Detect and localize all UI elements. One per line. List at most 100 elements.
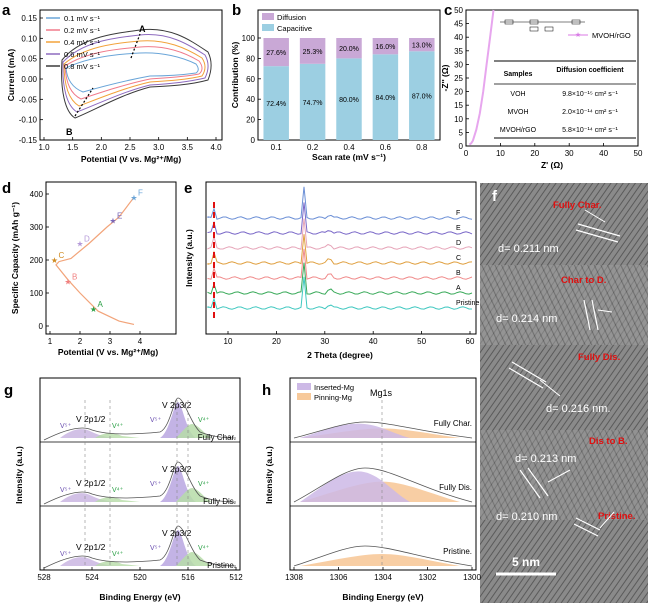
- table-row-2-value: 2.0×10⁻¹⁴ cm² s⁻¹: [562, 109, 618, 116]
- panel-d-y-tick-label: 300: [30, 223, 44, 232]
- panel-a-y-tick-label: 0.00: [21, 75, 37, 84]
- panel-b-y-tick-label: 40: [246, 95, 255, 104]
- hrtem-image: [480, 183, 648, 603]
- capacity-point-marker: ★: [109, 216, 116, 225]
- v2p-envelope: [43, 525, 237, 569]
- panel-b-y-tick-label: 60: [246, 75, 255, 84]
- panel-b-bars: 72.4% 27.6% 0.1 74.7% 25.3% 0.2 80.0% 20.0% 0.4 8…: [263, 38, 435, 152]
- v5-2p12-fill: [60, 493, 120, 502]
- bar-diffusion-label: 25.3%: [303, 49, 323, 56]
- xrd-trace-label: F: [456, 210, 460, 217]
- panel-e-x-tick-label: 30: [320, 337, 329, 346]
- v5-2p12-fill: [60, 557, 120, 566]
- panel-c-x-tick-label: 50: [634, 149, 643, 158]
- panel-a-x-tick-label: 4.0: [210, 143, 222, 152]
- v2p12-label: V 2p1/2: [76, 478, 106, 488]
- mg1s-envelope: [293, 467, 473, 503]
- xps-mg1s-spectra: Fully Char. Fully Dis. Pristine.: [293, 419, 473, 567]
- panel-a-ylabel: Current (mA): [6, 49, 16, 102]
- bar-diffusion: [372, 38, 399, 55]
- capacity-point-label: D: [84, 235, 90, 244]
- table-row-1-value: 9.8×10⁻¹⁵ cm² s⁻¹: [562, 91, 618, 98]
- state-dis-to-b: Dis to B.: [589, 436, 628, 447]
- panel-c-x-tick-label: 30: [565, 149, 574, 158]
- d-spacing-5: d= 0.210 nm: [496, 511, 557, 523]
- panel-c-x-tick-label: 10: [496, 149, 505, 158]
- panel-h-xlabel: Binding Energy (eV): [342, 592, 423, 602]
- v5-label: V⁵⁺: [150, 417, 162, 424]
- v5-label: V⁵⁺: [60, 551, 72, 558]
- panel-g-xticks: 528 524 520 516 512: [37, 567, 243, 582]
- panel-a: a Current (mA) Potential (V vs. Mg²⁺/Mg)…: [2, 2, 223, 164]
- bar-diffusion: [336, 38, 362, 59]
- panel-e-x-tick-label: 40: [369, 337, 378, 346]
- diffusion-table: Samples Diffusion coefficient VOH 9.8×10…: [494, 60, 636, 139]
- legend-entry: 0.1 mV s⁻¹: [64, 14, 101, 23]
- panel-c-y-tick-label: 50: [454, 6, 463, 15]
- bar-diffusion: [263, 38, 289, 67]
- panel-g-frame: [39, 377, 241, 571]
- bar-diffusion-label: 27.6%: [266, 50, 286, 57]
- v2p12-label: V 2p1/2: [76, 542, 106, 552]
- h-state-label: Fully Char.: [434, 419, 472, 428]
- panel-b-y-tick-label: 20: [246, 116, 255, 125]
- capacity-point-label: A: [98, 300, 104, 309]
- v4-2p12-fill: [95, 433, 140, 438]
- peak-a-label: A: [139, 24, 146, 34]
- xrd-trace-label: B: [456, 270, 461, 277]
- d-spacing-2: d= 0.214 nm: [496, 313, 557, 325]
- panel-b-y-tick-label: 100: [242, 34, 256, 43]
- capacity-point-label: B: [72, 272, 77, 281]
- v4-label: V⁴⁺: [198, 417, 210, 424]
- panel-c-x-tick-label: 0: [464, 149, 469, 158]
- panel-e-xlabel: 2 Theta (degree): [307, 350, 373, 360]
- legend-capacitive: Capacitive: [277, 24, 312, 33]
- panel-e-label: e: [184, 180, 192, 197]
- panel-e-x-tick-label: 20: [272, 337, 281, 346]
- panel-h-x-tick-label: 1300: [463, 573, 481, 582]
- panel-e: e Intensity (a.u.) 2 Theta (degree) 10 20…: [184, 180, 479, 360]
- panel-d-x-tick-label: 3: [108, 337, 113, 346]
- bar-capacitive: [372, 54, 399, 140]
- panel-d-x-tick-label: 4: [138, 337, 143, 346]
- capacity-point-marker: ★: [64, 277, 71, 286]
- xrd-trace: [207, 276, 472, 310]
- table-row-3-value: 5.8×10⁻¹⁴ cm² s⁻¹: [562, 127, 618, 134]
- panel-c-y-tick-label: 15: [454, 101, 463, 110]
- panel-h-label: h: [262, 382, 271, 399]
- peak-b-label: B: [66, 127, 73, 137]
- v4-2p32-fill: [176, 424, 212, 438]
- panel-h-x-tick-label: 1306: [330, 573, 348, 582]
- panel-a-x-tick-label: 1.5: [67, 143, 79, 152]
- bar-category-label: 0.6: [380, 143, 392, 152]
- v4-label: V⁴⁺: [112, 423, 124, 430]
- panel-a-y-tick-label: -0.05: [19, 95, 38, 104]
- panel-b-ylabel: Contribution (%): [230, 42, 240, 109]
- panel-c: c -Z'' (Ω) Z' (Ω) 0 10 20 30 40 50 0 5 10 15 20 25…: [440, 2, 643, 170]
- panel-g-x-tick-label: 516: [181, 573, 195, 582]
- panel-g-ylabel: Intensity (a.u.): [14, 446, 24, 504]
- panel-b-label: b: [232, 2, 241, 19]
- v4-label: V⁴⁺: [112, 487, 124, 494]
- legend-diffusion: Diffusion: [277, 13, 306, 22]
- panel-a-yticks: -0.15 -0.10 -0.05 0.00 0.05 0.10 0.15: [19, 14, 43, 145]
- panel-g-x-tick-label: 524: [85, 573, 99, 582]
- d-spacing-4: d= 0.213 nm: [515, 453, 576, 465]
- legend-pinning-swatch: [297, 393, 311, 400]
- panel-c-y-tick-label: 0: [459, 142, 464, 151]
- panel-a-cv-curves: [61, 28, 212, 119]
- legend-capacitive-swatch: [262, 24, 274, 31]
- panel-c-label: c: [444, 2, 452, 19]
- panel-e-frame: [205, 181, 477, 335]
- v4-2p32-fill: [176, 488, 212, 502]
- xrd-trace-label: Pristine: [456, 300, 479, 307]
- panel-c-y-tick-label: 25: [454, 74, 463, 83]
- panel-a-y-tick-label: 0.10: [21, 34, 37, 43]
- v2p32-label: V 2p3/2: [162, 400, 192, 410]
- panel-b-yticks: 0 20 40 60 80 100: [242, 34, 261, 145]
- capacity-point-marker: ★: [51, 256, 58, 265]
- panel-c-x-tick-label: 20: [530, 149, 539, 158]
- panel-d-yticks: 0 100 200 300 400: [30, 190, 49, 331]
- xrd-trace: [207, 248, 473, 280]
